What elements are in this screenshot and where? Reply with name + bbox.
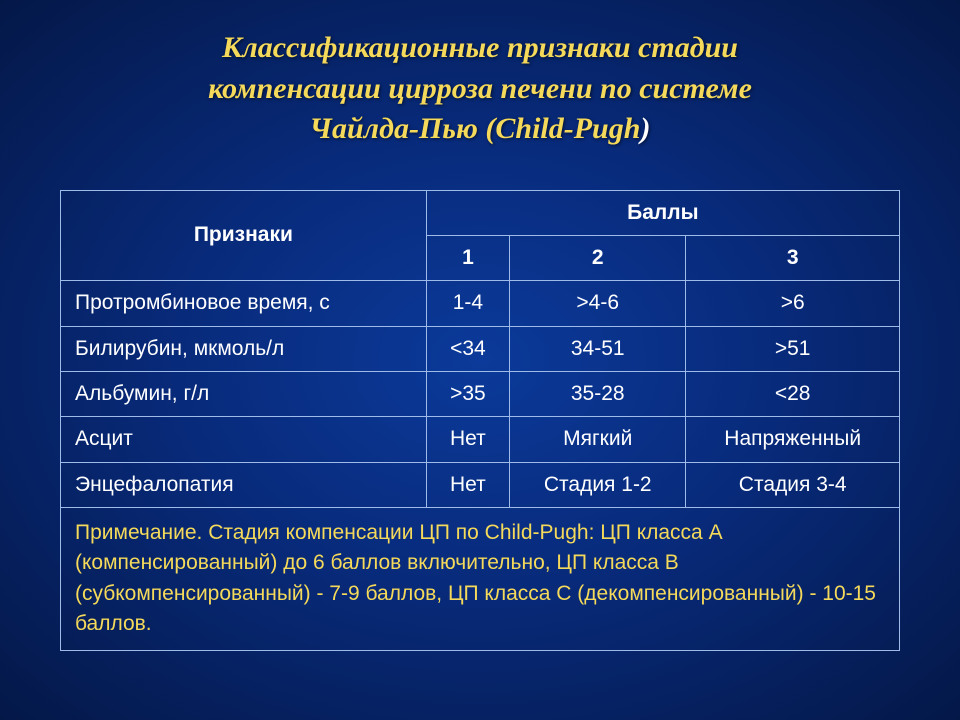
table-row: Альбумин, г/л >35 35-28 <28: [61, 371, 900, 416]
header-col-2: 2: [510, 235, 686, 280]
table-note: Примечание. Стадия компенсации ЦП по Chi…: [61, 507, 900, 650]
title-line-3a: Чайлда-Пью (Child-Pugh: [310, 112, 641, 145]
row-val: Нет: [426, 417, 509, 462]
row-label: Билирубин, мкмоль/л: [61, 326, 427, 371]
table-row: Асцит Нет Мягкий Напряженный: [61, 417, 900, 462]
row-val: Напряженный: [686, 417, 900, 462]
table-header-row-1: Признаки Баллы: [61, 190, 900, 235]
row-val: >51: [686, 326, 900, 371]
header-col-3: 3: [686, 235, 900, 280]
row-val: <34: [426, 326, 509, 371]
title-line-1: Классификационные признаки стадии: [222, 31, 738, 64]
row-label: Протромбиновое время, с: [61, 281, 427, 326]
row-val: 1-4: [426, 281, 509, 326]
child-pugh-table: Признаки Баллы 1 2 3 Протромбиновое врем…: [60, 190, 900, 651]
header-points: Баллы: [426, 190, 899, 235]
table-row: Энцефалопатия Нет Стадия 1-2 Стадия 3-4: [61, 462, 900, 507]
table-note-row: Примечание. Стадия компенсации ЦП по Chi…: [61, 507, 900, 650]
row-val: 34-51: [510, 326, 686, 371]
row-val: Нет: [426, 462, 509, 507]
row-label: Энцефалопатия: [61, 462, 427, 507]
slide-title: Классификационные признаки стадии компен…: [60, 28, 900, 150]
row-val: 35-28: [510, 371, 686, 416]
table-row: Билирубин, мкмоль/л <34 34-51 >51: [61, 326, 900, 371]
row-label: Альбумин, г/л: [61, 371, 427, 416]
header-col-1: 1: [426, 235, 509, 280]
header-signs: Признаки: [61, 190, 427, 281]
row-val: <28: [686, 371, 900, 416]
row-val: >4-6: [510, 281, 686, 326]
row-val: Стадия 3-4: [686, 462, 900, 507]
row-label: Асцит: [61, 417, 427, 462]
row-val: Стадия 1-2: [510, 462, 686, 507]
table-row: Протромбиновое время, с 1-4 >4-6 >6: [61, 281, 900, 326]
title-line-3b: ): [640, 112, 650, 145]
title-line-2: компенсации цирроза печени по системе: [208, 72, 752, 105]
row-val: >6: [686, 281, 900, 326]
row-val: >35: [426, 371, 509, 416]
row-val: Мягкий: [510, 417, 686, 462]
